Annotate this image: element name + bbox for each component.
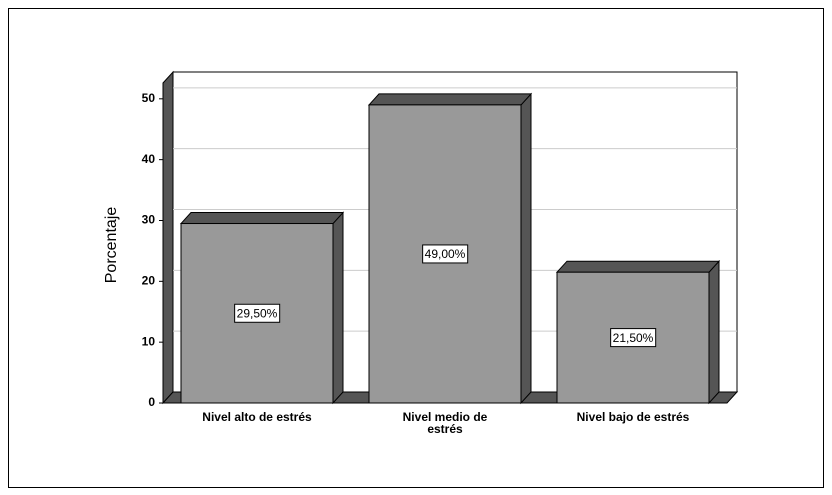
value-label: 29,50% (237, 306, 278, 320)
y-tick-label: 50 (142, 91, 156, 105)
bar-top (555, 260, 721, 273)
x-tick-label: Nivel bajo de estrés (576, 411, 690, 424)
bar (180, 223, 334, 404)
y-tick-label: 20 (142, 273, 156, 287)
bar-side (332, 211, 344, 405)
x-tick-label: Nivel alto de estrés (202, 411, 312, 424)
y-tick-label: 30 (142, 213, 156, 227)
y-tick-label: 0 (148, 395, 155, 409)
y-axis-title: Porcentaje (103, 207, 120, 284)
y-tick-label: 40 (142, 152, 156, 166)
x-tick-label-box: Nivel alto de estrés (202, 411, 312, 424)
x-tick-label-box: Nivel bajo de estrés (576, 411, 690, 424)
value-label: 21,50% (613, 331, 654, 345)
value-label-box (610, 328, 657, 348)
bar-side (708, 259, 720, 405)
y-tick-label: 10 (142, 334, 156, 348)
value-label-box (422, 244, 469, 264)
x-tick-label-box: Nivel medio de estrés (402, 411, 488, 436)
bar-side (520, 92, 532, 405)
value-label: 49,00% (425, 247, 466, 261)
bar-top (367, 93, 533, 106)
bar-top (179, 212, 345, 225)
left-wall (162, 70, 174, 405)
x-tick-label: Nivel medio de estrés (402, 411, 488, 436)
value-label-box (234, 303, 281, 323)
